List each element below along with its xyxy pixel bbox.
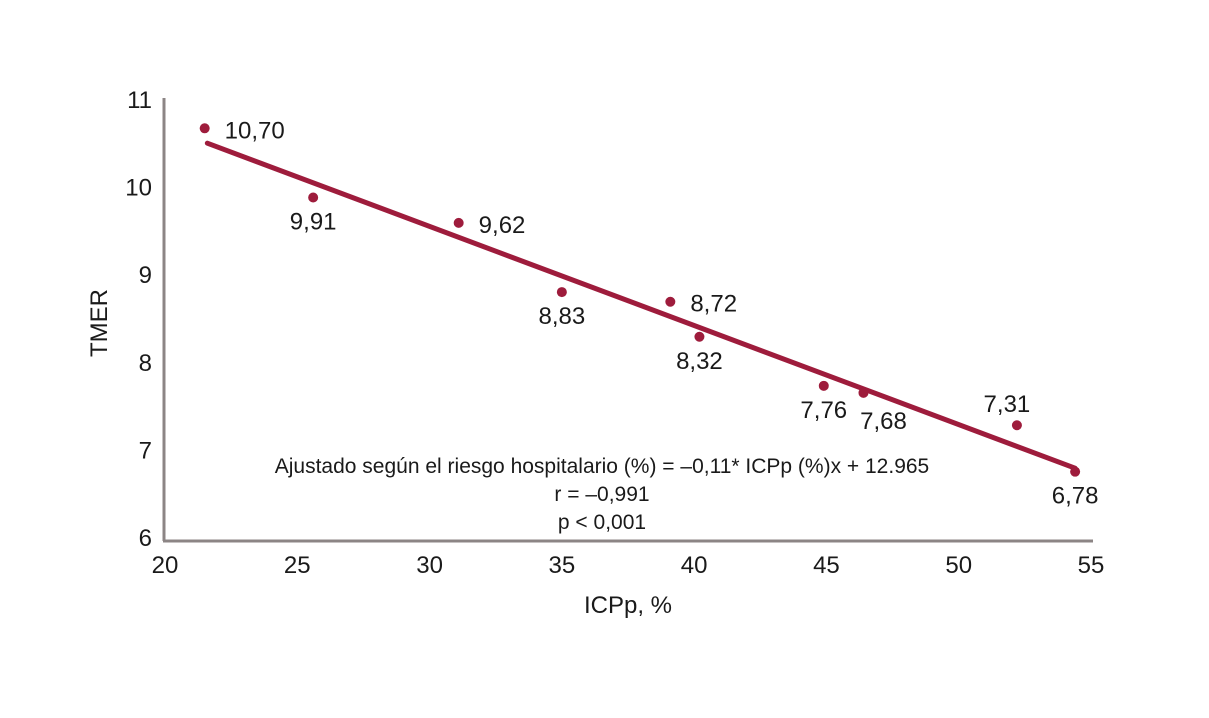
regression-line <box>204 140 1078 471</box>
data-point <box>453 217 464 228</box>
data-label: 10,70 <box>225 117 285 144</box>
data-point <box>858 387 869 398</box>
y-tick-label: 10 <box>125 175 152 202</box>
y-tick-label: 11 <box>127 87 152 114</box>
y-tick-label: 6 <box>139 525 152 552</box>
y-axis-label: TMER <box>86 289 113 357</box>
data-point <box>694 331 705 342</box>
data-label: 8,72 <box>690 291 737 318</box>
x-tick-label: 30 <box>416 552 443 579</box>
x-tick-label: 35 <box>549 552 576 579</box>
y-tick-label: 9 <box>139 262 152 289</box>
data-label: 8,83 <box>538 303 585 330</box>
x-tick-label: 40 <box>681 552 708 579</box>
data-point <box>199 123 210 134</box>
data-point <box>556 287 567 298</box>
x-axis-label: ICPp, % <box>584 592 672 619</box>
annotation-r: r = –0,991 <box>554 483 649 506</box>
y-tick-label: 7 <box>139 437 152 464</box>
data-point <box>818 380 829 391</box>
y-tick-label: 8 <box>139 350 152 377</box>
data-label: 7,68 <box>860 408 907 435</box>
data-label: 9,62 <box>479 212 526 239</box>
data-label: 7,76 <box>800 397 847 424</box>
data-point <box>665 296 676 307</box>
data-point <box>1011 420 1022 431</box>
data-point <box>308 192 319 203</box>
data-label: 7,31 <box>984 391 1031 418</box>
data-point <box>1070 466 1081 477</box>
annotation-equation: Ajustado según el riesgo hospitalario (%… <box>275 455 930 478</box>
x-tick-label: 20 <box>152 552 179 579</box>
x-tick-label: 55 <box>1078 552 1105 579</box>
data-label: 9,91 <box>290 208 337 235</box>
data-label: 6,78 <box>1052 483 1099 510</box>
x-tick-label: 50 <box>945 552 972 579</box>
x-tick-label: 25 <box>284 552 311 579</box>
x-tick-label: 45 <box>813 552 840 579</box>
annotation-p: p < 0,001 <box>558 511 646 534</box>
data-label: 8,32 <box>676 348 723 375</box>
